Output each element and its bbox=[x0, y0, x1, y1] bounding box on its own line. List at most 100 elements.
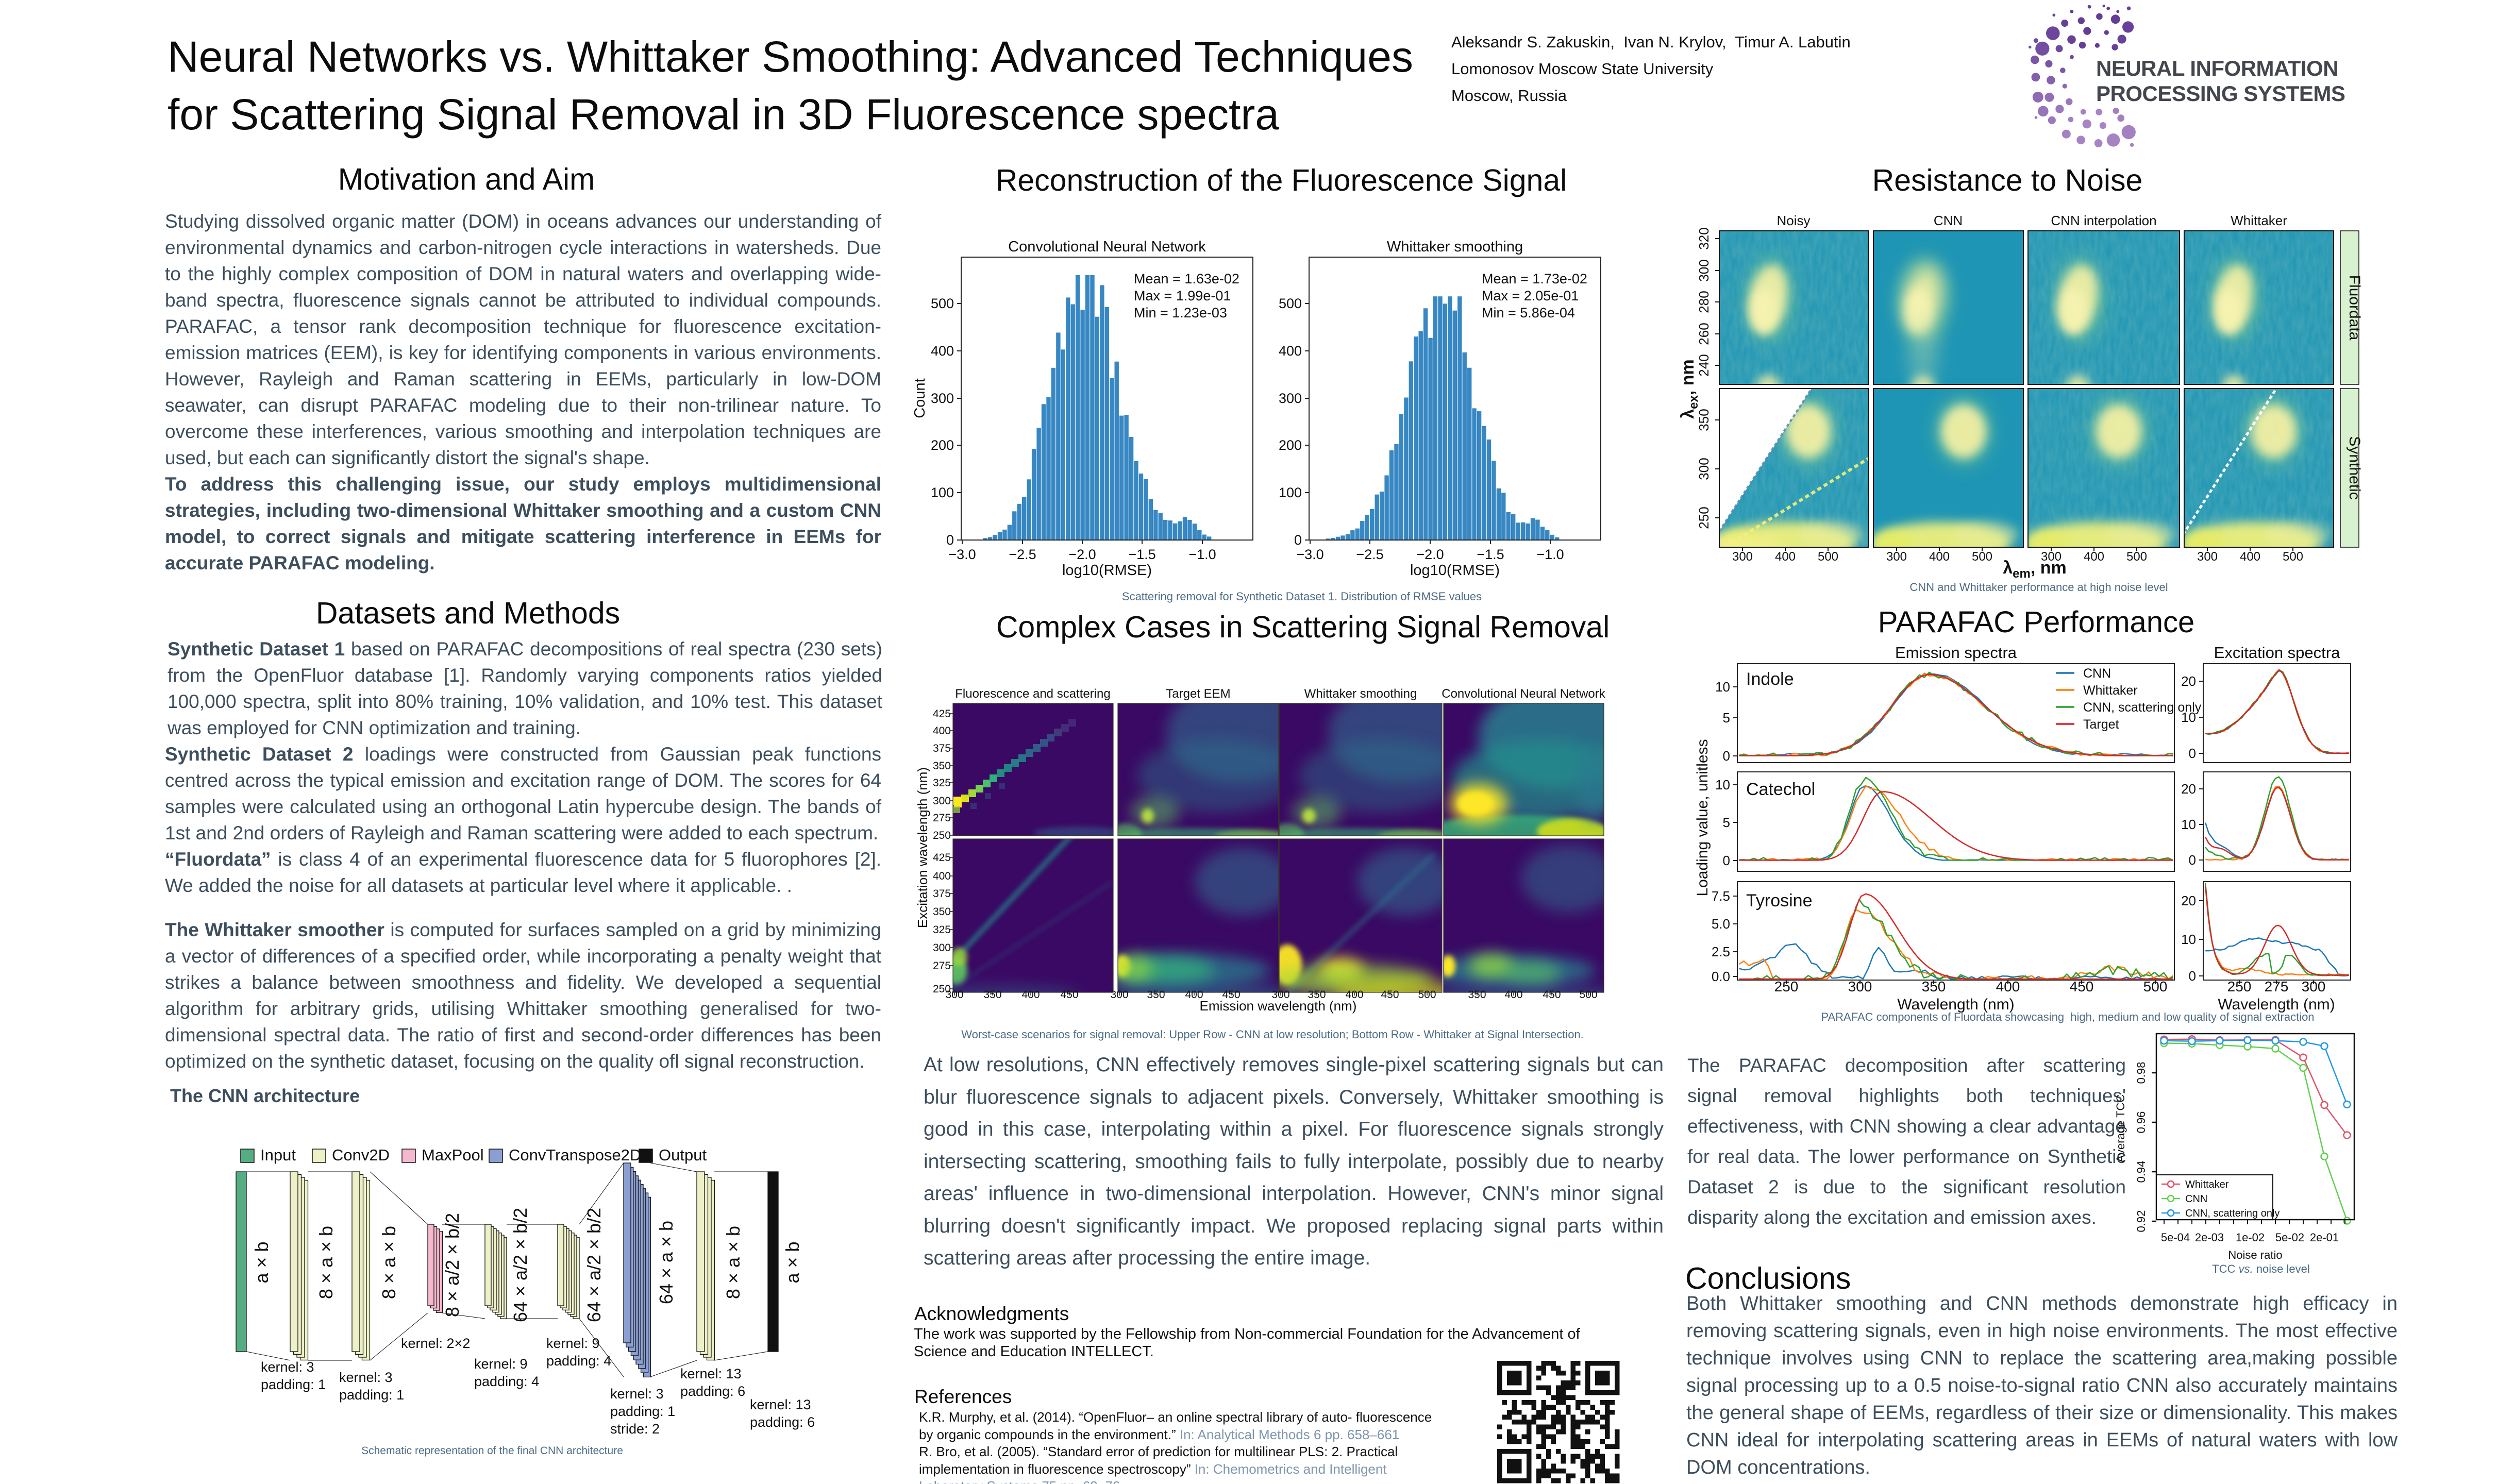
svg-text:padding: 4: padding: 4 bbox=[546, 1353, 611, 1369]
svg-text:0: 0 bbox=[2189, 968, 2196, 984]
svg-text:−2.5: −2.5 bbox=[1356, 547, 1383, 562]
svg-text:240: 240 bbox=[1696, 354, 1712, 376]
svg-text:Convolutional Neural Network: Convolutional Neural Network bbox=[1008, 239, 1206, 255]
svg-text:275: 275 bbox=[933, 812, 951, 824]
svg-text:λex, nm: λex, nm bbox=[1678, 359, 1701, 419]
svg-text:Noisy: Noisy bbox=[1777, 213, 1810, 228]
svg-text:500: 500 bbox=[2143, 979, 2168, 994]
svg-text:300: 300 bbox=[1886, 550, 1907, 564]
svg-text:400: 400 bbox=[1929, 550, 1950, 564]
svg-text:280: 280 bbox=[1696, 291, 1712, 313]
svg-text:CNN: CNN bbox=[1934, 213, 1963, 228]
svg-text:0.98: 0.98 bbox=[2135, 1062, 2148, 1084]
svg-text:kernel: 3: kernel: 3 bbox=[339, 1370, 393, 1385]
svg-text:Min = 1.23e-03: Min = 1.23e-03 bbox=[1134, 305, 1227, 321]
svg-text:Convolutional Neural Network: Convolutional Neural Network bbox=[1442, 687, 1605, 701]
svg-text:NEURAL INFORMATION: NEURAL INFORMATION bbox=[2096, 56, 2338, 80]
svg-text:350: 350 bbox=[1308, 989, 1326, 1001]
svg-text:Target: Target bbox=[2083, 717, 2119, 732]
svg-text:CNN: CNN bbox=[2185, 1193, 2207, 1205]
svg-text:8 × a × b: 8 × a × b bbox=[378, 1226, 399, 1299]
svg-text:500: 500 bbox=[2283, 550, 2303, 564]
svg-text:Noise ratio: Noise ratio bbox=[2228, 1249, 2282, 1261]
svg-text:500: 500 bbox=[1279, 296, 1302, 311]
svg-text:500: 500 bbox=[1579, 989, 1597, 1001]
svg-text:325: 325 bbox=[933, 777, 951, 789]
svg-text:Tyrosine: Tyrosine bbox=[1746, 891, 1813, 910]
svg-text:200: 200 bbox=[1279, 437, 1302, 453]
svg-text:1e-02: 1e-02 bbox=[2236, 1231, 2265, 1244]
svg-text:Emission spectra: Emission spectra bbox=[1895, 644, 2017, 662]
svg-text:−1.0: −1.0 bbox=[1536, 547, 1564, 562]
svg-text:Wavelength (nm): Wavelength (nm) bbox=[1897, 996, 2014, 1013]
svg-text:250: 250 bbox=[1774, 979, 1799, 994]
svg-text:−3.0: −3.0 bbox=[948, 547, 976, 562]
svg-text:0: 0 bbox=[1723, 748, 1730, 764]
svg-text:Whittaker: Whittaker bbox=[2231, 213, 2287, 228]
svg-text:300: 300 bbox=[1732, 550, 1753, 564]
svg-text:Excitation wavelength (nm): Excitation wavelength (nm) bbox=[915, 767, 930, 928]
svg-text:300: 300 bbox=[1696, 259, 1712, 281]
svg-text:Target EEM: Target EEM bbox=[1166, 687, 1230, 701]
svg-text:Max = 2.05e-01: Max = 2.05e-01 bbox=[1482, 288, 1579, 303]
svg-text:−1.5: −1.5 bbox=[1128, 547, 1155, 562]
svg-text:400: 400 bbox=[1504, 989, 1522, 1001]
svg-text:PROCESSING SYSTEMS: PROCESSING SYSTEMS bbox=[2096, 81, 2345, 106]
svg-text:5: 5 bbox=[1723, 710, 1730, 726]
svg-text:kernel: 2×2: kernel: 2×2 bbox=[401, 1336, 470, 1351]
svg-text:400: 400 bbox=[1279, 343, 1302, 359]
svg-text:Wavelength (nm): Wavelength (nm) bbox=[2218, 996, 2335, 1013]
svg-text:5e-02: 5e-02 bbox=[2275, 1231, 2304, 1244]
svg-text:2e-03: 2e-03 bbox=[2195, 1231, 2224, 1244]
svg-text:MaxPool: MaxPool bbox=[422, 1146, 484, 1164]
svg-text:kernel: 9: kernel: 9 bbox=[474, 1356, 528, 1372]
svg-text:275: 275 bbox=[933, 960, 951, 972]
svg-text:padding: 6: padding: 6 bbox=[750, 1414, 815, 1430]
svg-text:Excitation spectra: Excitation spectra bbox=[2214, 644, 2340, 662]
svg-text:300: 300 bbox=[1279, 391, 1302, 406]
svg-text:325: 325 bbox=[933, 924, 951, 936]
svg-text:64 × a/2 × b/2: 64 × a/2 × b/2 bbox=[510, 1208, 531, 1322]
svg-text:kernel: 13: kernel: 13 bbox=[750, 1397, 811, 1412]
svg-text:500: 500 bbox=[2126, 550, 2147, 564]
svg-text:400: 400 bbox=[1021, 989, 1040, 1001]
svg-text:kernel: 13: kernel: 13 bbox=[680, 1366, 742, 1381]
svg-text:2.5: 2.5 bbox=[1712, 944, 1730, 959]
svg-text:375: 375 bbox=[933, 888, 951, 900]
svg-text:400: 400 bbox=[2240, 550, 2260, 564]
svg-text:500: 500 bbox=[1818, 550, 1838, 564]
svg-text:300: 300 bbox=[1271, 989, 1289, 1001]
svg-text:400: 400 bbox=[1996, 979, 2020, 994]
svg-text:10: 10 bbox=[1715, 679, 1730, 695]
svg-text:250: 250 bbox=[2227, 979, 2252, 994]
svg-text:5: 5 bbox=[1723, 815, 1730, 830]
svg-text:a × b: a × b bbox=[251, 1241, 272, 1283]
svg-text:400: 400 bbox=[933, 725, 951, 737]
svg-text:250: 250 bbox=[1696, 507, 1712, 529]
svg-text:log10(RMSE): log10(RMSE) bbox=[1410, 562, 1500, 579]
svg-text:Min = 5.86e-04: Min = 5.86e-04 bbox=[1482, 305, 1575, 321]
svg-text:Mean = 1.73e-02: Mean = 1.73e-02 bbox=[1482, 271, 1587, 286]
svg-text:Synthetic: Synthetic bbox=[2346, 436, 2363, 499]
svg-text:CNN, scattering only: CNN, scattering only bbox=[2083, 700, 2202, 715]
svg-text:kernel: 3: kernel: 3 bbox=[610, 1386, 664, 1402]
svg-text:0: 0 bbox=[2189, 746, 2196, 761]
svg-text:padding: 4: padding: 4 bbox=[474, 1374, 539, 1389]
svg-text:0: 0 bbox=[1294, 532, 1302, 548]
svg-text:5.0: 5.0 bbox=[1712, 916, 1730, 932]
svg-text:10: 10 bbox=[1715, 777, 1730, 792]
svg-text:a × b: a × b bbox=[782, 1241, 803, 1283]
svg-text:7.5: 7.5 bbox=[1712, 888, 1730, 904]
svg-text:8 × a × b: 8 × a × b bbox=[723, 1226, 744, 1299]
svg-text:425: 425 bbox=[933, 708, 951, 720]
svg-text:Count: Count bbox=[912, 378, 928, 418]
svg-text:100: 100 bbox=[931, 485, 954, 500]
svg-text:350: 350 bbox=[1696, 409, 1712, 431]
svg-text:−2.0: −2.0 bbox=[1068, 547, 1096, 562]
svg-text:0.92: 0.92 bbox=[2135, 1210, 2148, 1233]
svg-text:260: 260 bbox=[1696, 323, 1712, 345]
svg-text:Catechol: Catechol bbox=[1746, 780, 1815, 799]
svg-text:400: 400 bbox=[1185, 989, 1203, 1001]
svg-text:CNN, scattering only: CNN, scattering only bbox=[2185, 1208, 2280, 1219]
svg-text:−1.5: −1.5 bbox=[1477, 547, 1504, 562]
